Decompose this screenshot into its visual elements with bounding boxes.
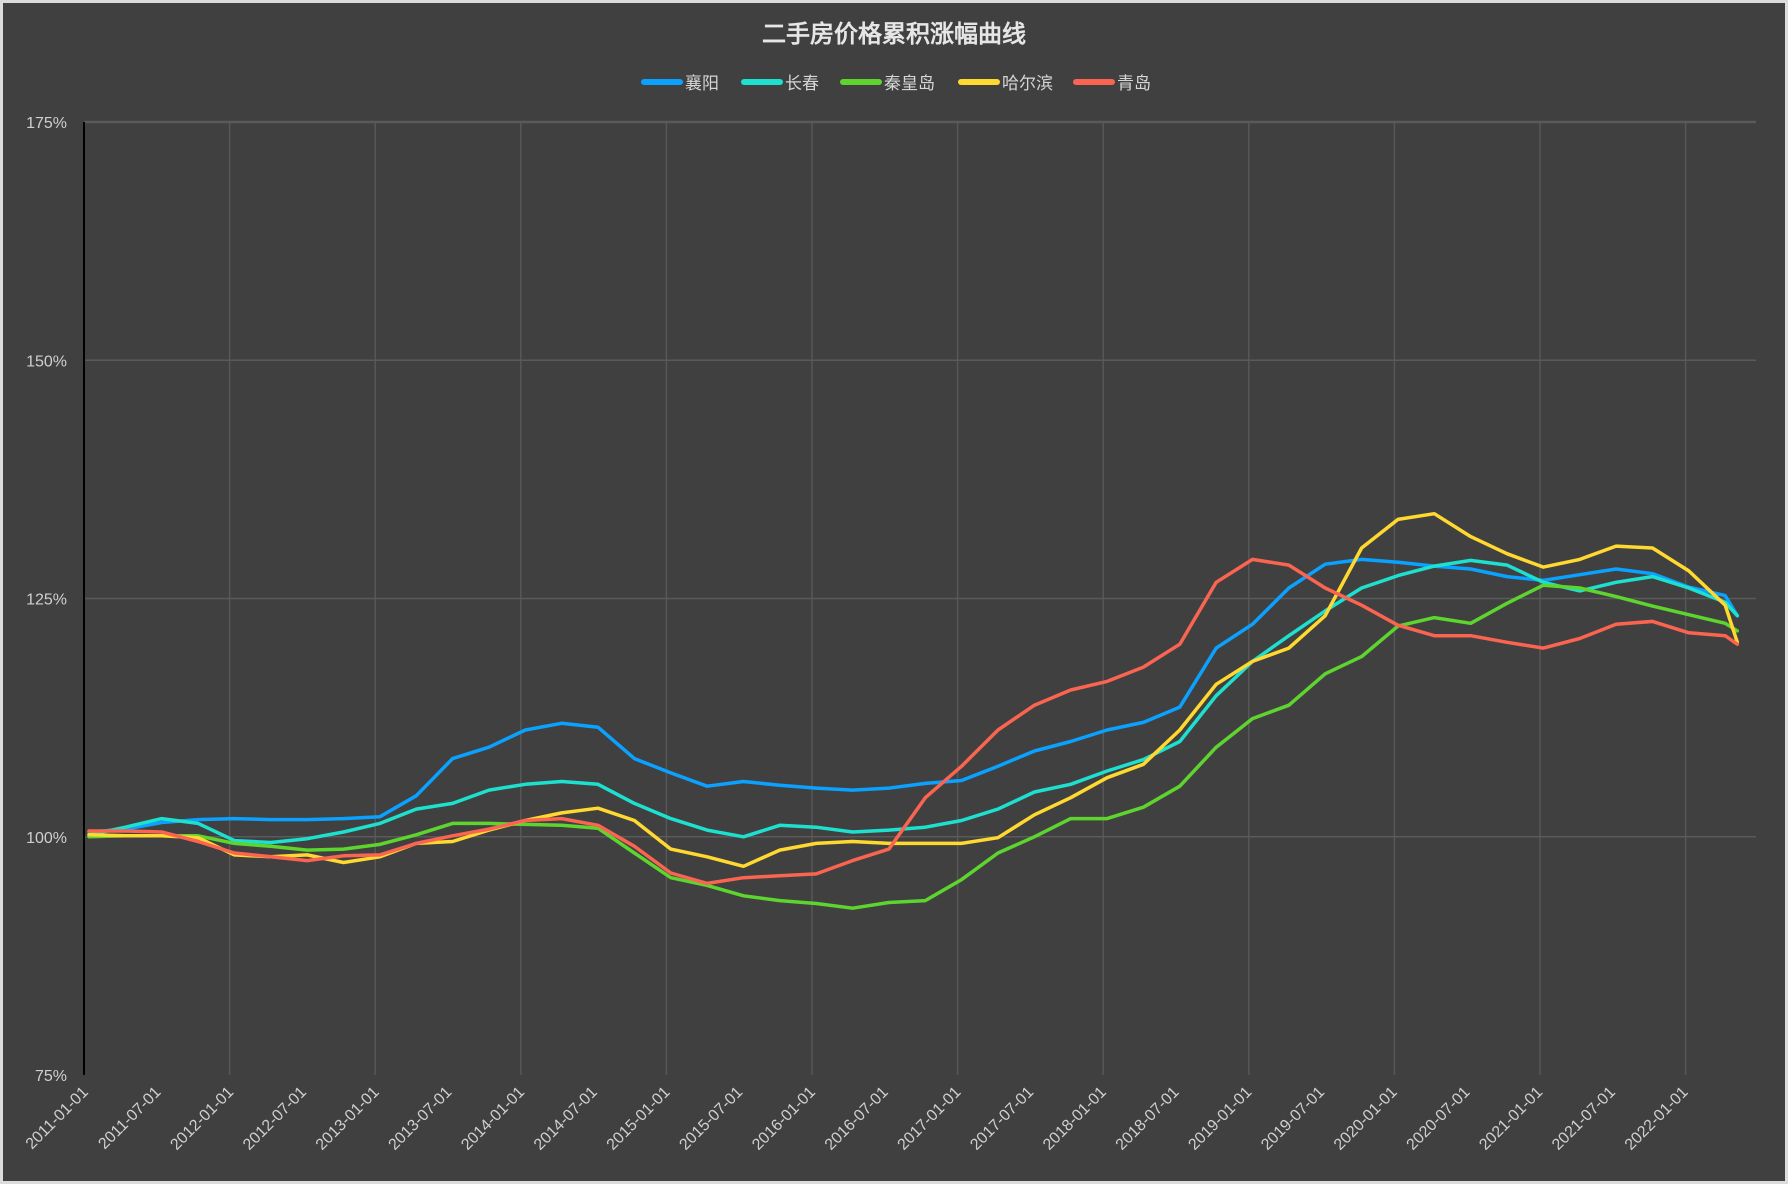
- y-tick-label: 125%: [26, 592, 67, 609]
- series-lines: [87, 511, 1740, 910]
- legend-label-3: 哈尔滨: [1002, 74, 1053, 93]
- y-tick-labels: 75% 100% 125% 150% 175%: [26, 115, 67, 1085]
- legend-swatch-2: [840, 79, 882, 85]
- chart-background: [3, 3, 1785, 1181]
- chart-title: 二手房价格累积涨幅曲线: [762, 20, 1026, 48]
- legend-swatch-0: [641, 79, 683, 85]
- series-line-3: [87, 511, 1740, 869]
- grid: [84, 120, 1756, 1075]
- series-line-4: [87, 557, 1740, 886]
- legend-label-0: 襄阳: [685, 73, 719, 93]
- legend-label-4: 青岛: [1117, 74, 1151, 93]
- y-tick-label: 150%: [26, 353, 67, 370]
- series-line-0: [87, 557, 1740, 834]
- legend-label-1: 长春: [785, 74, 819, 93]
- legend-label-2: 秦皇岛: [884, 74, 935, 93]
- legend: 襄阳 长春 秦皇岛 哈尔滨 青岛: [641, 73, 1151, 93]
- legend-swatch-1: [741, 79, 783, 85]
- y-tick-label: 75%: [35, 1068, 67, 1085]
- legend-swatch-3: [958, 79, 1000, 85]
- legend-swatch-4: [1073, 79, 1115, 85]
- y-tick-label: 175%: [26, 115, 67, 132]
- series-line-2: [87, 583, 1740, 910]
- series-line-1: [87, 558, 1740, 845]
- y-tick-label: 100%: [26, 830, 67, 847]
